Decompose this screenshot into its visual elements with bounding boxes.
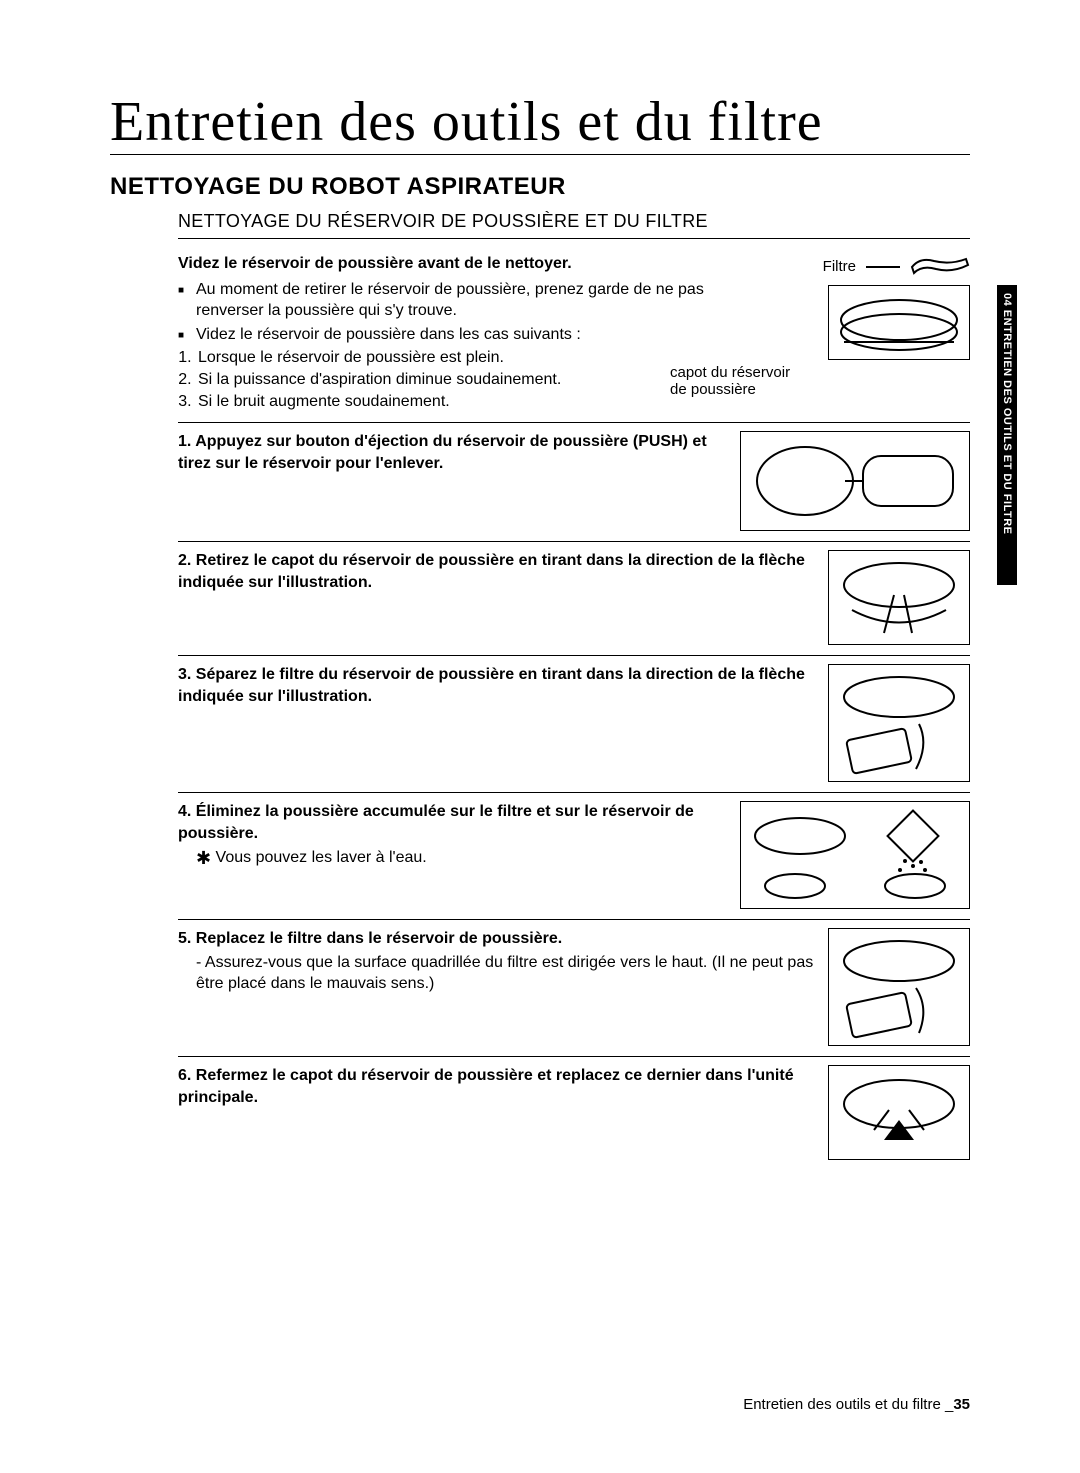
intro-num-item: Lorsque le réservoir de poussière est pl…: [196, 347, 728, 369]
step-illus: [828, 664, 970, 782]
step-row: 6. Refermez le capot du réservoir de pou…: [178, 1057, 970, 1170]
illus-box: [740, 801, 970, 909]
step-title: 5. Replacez le filtre dans le réservoir …: [178, 928, 816, 950]
cover-remove-icon: [834, 555, 964, 640]
illus-box: [828, 1065, 970, 1160]
footer-page-num: 35: [953, 1396, 970, 1413]
step-text: 6. Refermez le capot du réservoir de pou…: [178, 1065, 816, 1110]
intro-bullet: Au moment de retirer le réservoir de pou…: [178, 279, 728, 322]
step-illus: [828, 928, 970, 1046]
step-illus: [828, 550, 970, 645]
bin-icon: [834, 290, 964, 355]
footer-text: Entretien des outils et du filtre _: [743, 1396, 953, 1413]
step-title: 1. Appuyez sur bouton d'éjection du rése…: [178, 431, 728, 474]
step-title: 4. Éliminez la poussière accumulée sur l…: [178, 801, 728, 844]
step-row: 2. Retirez le capot du réservoir de pous…: [178, 542, 970, 656]
asterisk-icon: ✱: [196, 848, 211, 868]
intro-num-item: Si la puissance d'aspiration diminue sou…: [196, 369, 728, 391]
subsection-heading: NETTOYAGE DU RÉSERVOIR DE POUSSIÈRE ET D…: [178, 211, 970, 239]
step-title: 2. Retirez le capot du réservoir de pous…: [178, 550, 816, 593]
step-illus: [828, 1065, 970, 1160]
intro-text: Videz le réservoir de poussière avant de…: [178, 253, 728, 412]
wash-icon: [745, 806, 965, 904]
illus-box: [828, 928, 970, 1046]
page-footer: Entretien des outils et du filtre _35: [743, 1396, 970, 1413]
step-body: - Assurez-vous que la surface quadrillée…: [178, 952, 816, 995]
step-text: 4. Éliminez la poussière accumulée sur l…: [178, 801, 728, 870]
bin-cover-label: capot du réservoir de poussière: [670, 364, 790, 399]
intro-num-item: Si le bruit augmente soudainement.: [196, 391, 728, 413]
intro-illus: Filtre capot du réservoir de poussière: [740, 253, 970, 399]
step-body-text: Vous pouvez les laver à l'eau.: [216, 849, 427, 866]
filter-icon: [910, 253, 970, 281]
illus-box: [828, 550, 970, 645]
robot-eject-icon: [745, 436, 965, 526]
filter-label: Filtre: [823, 258, 856, 275]
illus-bin-cover: [828, 285, 970, 360]
section-heading: NETTOYAGE DU ROBOT ASPIRATEUR: [110, 173, 970, 201]
step-text: 3. Séparez le filtre du réservoir de pou…: [178, 664, 816, 709]
leader-line: [866, 266, 900, 268]
intro-row: Videz le réservoir de poussière avant de…: [178, 245, 970, 423]
step-text: 1. Appuyez sur bouton d'éjection du rése…: [178, 431, 728, 476]
step-illus: [740, 431, 970, 531]
manual-page: 04 ENTRETIEN DES OUTILS ET DU FILTRE Ent…: [0, 0, 1080, 1473]
intro-title: Videz le réservoir de poussière avant de…: [178, 253, 728, 275]
step-row: 1. Appuyez sur bouton d'éjection du rése…: [178, 423, 970, 542]
filter-replace-icon: [834, 933, 964, 1041]
side-tab: 04 ENTRETIEN DES OUTILS ET DU FILTRE: [997, 285, 1017, 585]
step-row: 3. Séparez le filtre du réservoir de pou…: [178, 656, 970, 793]
content-area: Videz le réservoir de poussière avant de…: [178, 245, 970, 1170]
step-title: 3. Séparez le filtre du réservoir de pou…: [178, 664, 816, 707]
step-row: 5. Replacez le filtre dans le réservoir …: [178, 920, 970, 1057]
illus-box: [828, 664, 970, 782]
step-text: 2. Retirez le capot du réservoir de pous…: [178, 550, 816, 595]
intro-bullets: Au moment de retirer le réservoir de pou…: [178, 279, 728, 346]
step-title: 6. Refermez le capot du réservoir de pou…: [178, 1065, 816, 1108]
filter-separate-icon: [834, 669, 964, 777]
step-body: ✱ Vous pouvez les laver à l'eau.: [178, 846, 728, 870]
illus-box: [740, 431, 970, 531]
intro-bullet: Videz le réservoir de poussière dans les…: [178, 324, 728, 346]
step-text: 5. Replacez le filtre dans le réservoir …: [178, 928, 816, 995]
intro-numbered: Lorsque le réservoir de poussière est pl…: [196, 347, 728, 412]
step-illus: [740, 801, 970, 909]
cover-close-icon: [834, 1070, 964, 1155]
page-title: Entretien des outils et du filtre: [110, 90, 970, 155]
filter-label-row: Filtre: [823, 253, 970, 281]
step-row: 4. Éliminez la poussière accumulée sur l…: [178, 793, 970, 920]
